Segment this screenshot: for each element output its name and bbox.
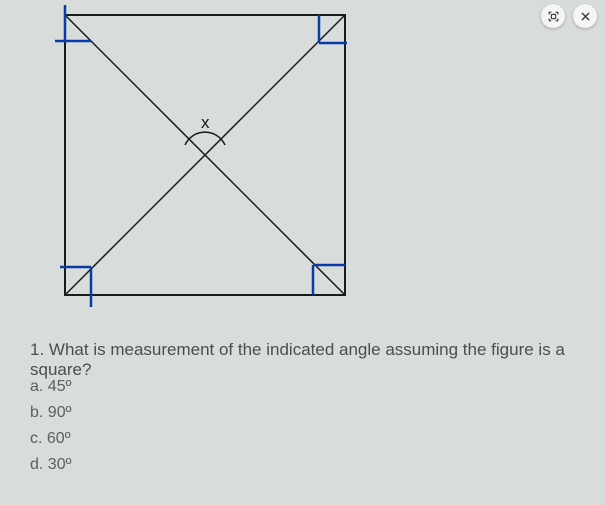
angle-label: x (201, 113, 210, 132)
scan-icon (547, 10, 560, 23)
choice-b[interactable]: b. 90º (30, 404, 71, 422)
scan-button[interactable] (541, 4, 565, 28)
choice-c[interactable]: c. 60º (30, 430, 71, 448)
choice-a[interactable]: a. 45º (30, 378, 71, 396)
choice-list: a. 45º b. 90º c. 60º d. 30º (30, 378, 71, 482)
right-angle-marker-tr (319, 15, 347, 43)
close-icon (579, 10, 592, 23)
question-number: 1. (30, 340, 44, 359)
geometry-figure: x (55, 5, 355, 310)
close-button[interactable] (573, 4, 597, 28)
choice-d[interactable]: d. 30º (30, 456, 71, 474)
question-body: What is measurement of the indicated ang… (30, 340, 565, 379)
question-text: 1. What is measurement of the indicated … (30, 340, 605, 380)
square-diagram: x (55, 5, 355, 310)
toolbar (541, 4, 597, 28)
